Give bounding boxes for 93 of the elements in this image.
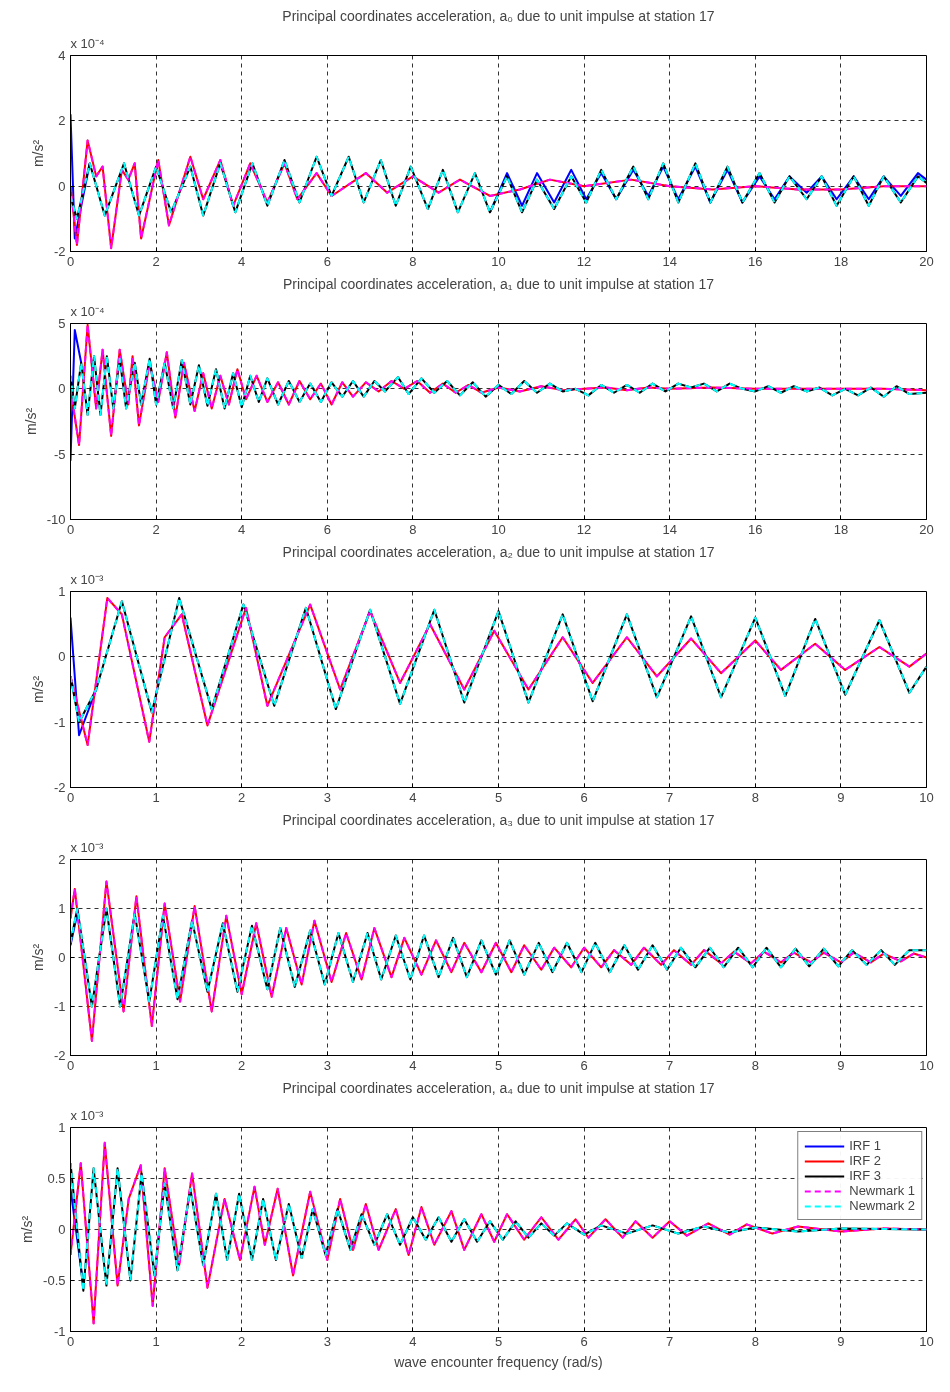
- chart-title: Principal coordinates acceleration, a₁ due to unit impulse at station 17: [282, 275, 715, 292]
- text: x 10⁻³: [70, 839, 105, 855]
- x-tick-label: 2: [238, 789, 246, 805]
- x-tick-label: 8: [409, 521, 417, 537]
- x-tick-label: 12: [576, 253, 592, 269]
- y-tick-label: -1: [53, 714, 66, 730]
- x-tick-label: 6: [580, 1333, 588, 1349]
- x-tick-label: 9: [837, 1057, 845, 1073]
- y-tick-label: 1: [58, 901, 66, 916]
- x-tick-label: 4: [409, 1057, 417, 1073]
- y-axis-title: m/s²: [29, 943, 46, 972]
- x-tick-label: 4: [238, 253, 246, 269]
- x-tick-label: 6: [580, 789, 588, 805]
- x-tick-label: 3: [323, 789, 331, 805]
- x-tick-label: 2: [152, 253, 160, 269]
- x-tick-label: 16: [748, 253, 763, 269]
- x-tick-label: 2: [152, 521, 160, 537]
- x-tick-label: 1: [152, 789, 160, 805]
- text: x 10⁻³: [70, 571, 105, 587]
- y-tick-label: -0.5: [43, 1273, 66, 1288]
- x-tick-label: 6: [323, 521, 331, 537]
- y-tick-label: 0: [58, 1222, 66, 1237]
- text: x 10⁻⁴: [70, 35, 105, 51]
- x-tick-label: 1: [152, 1333, 160, 1349]
- y-axis-title: m/s²: [29, 139, 46, 168]
- y-tick-label: 4: [58, 48, 66, 63]
- x-tick-label: 6: [580, 1057, 588, 1073]
- legend-label: Newmark 1: [849, 1183, 915, 1198]
- x-tick-label: 16: [748, 521, 763, 537]
- text: x 10⁻⁴: [70, 303, 105, 319]
- y-tick-label: 0: [58, 178, 66, 194]
- x-tick-label: 18: [833, 253, 849, 269]
- x-tick-label: 9: [837, 1333, 845, 1349]
- chart-title: Principal coordinates acceleration, a₄ due to unit impulse at station 17: [282, 1079, 715, 1096]
- x-tick-label: 5: [494, 1333, 503, 1349]
- y-tick-label: 0: [58, 950, 66, 965]
- x-tick-label: 4: [409, 1333, 417, 1349]
- x-tick-label: 8: [751, 789, 759, 805]
- y-tick-label: 0: [58, 649, 66, 665]
- x-tick-label: 7: [666, 1057, 674, 1073]
- x-tick-label: 2: [238, 1333, 246, 1349]
- x-tick-label: 7: [666, 1333, 674, 1349]
- x-tick-label: 8: [751, 1333, 759, 1349]
- y-tick-label: 5: [58, 316, 66, 331]
- chart-title: Principal coordinates acceleration, a₀ due to unit impulse at station 17: [282, 7, 715, 24]
- x-tick-label: 10: [491, 253, 506, 269]
- x-tick-label: 5: [494, 789, 503, 805]
- text: x 10⁻³: [70, 1107, 105, 1123]
- x-tick-label: 2: [238, 1057, 246, 1073]
- x-tick-label: 18: [833, 521, 849, 537]
- y-tick-label: -2: [53, 1048, 66, 1063]
- x-tick-label: 10: [919, 1057, 934, 1073]
- y-tick-label: 1: [58, 1120, 66, 1135]
- x-tick-label: 5: [494, 1057, 503, 1073]
- x-tick-label: 10: [919, 789, 934, 805]
- x-tick-label: 4: [409, 789, 417, 805]
- x-tick-label: 20: [919, 253, 934, 269]
- x-tick-label: 14: [662, 253, 677, 269]
- y-tick-label: -1: [53, 999, 66, 1014]
- y-tick-label: 2: [58, 852, 66, 867]
- x-tick-label: 9: [837, 789, 845, 805]
- legend-label: IRF 3: [849, 1168, 882, 1183]
- chart-title: Principal coordinates acceleration, a₃ due to unit impulse at station 17: [282, 811, 715, 828]
- y-tick-label: -1: [53, 1324, 66, 1339]
- x-tick-label: 3: [323, 1333, 331, 1349]
- y-tick-label: 2: [58, 113, 66, 129]
- x-axis-title: wave encounter frequency (rad/s): [393, 1353, 603, 1370]
- x-tick-label: 10: [919, 1333, 934, 1349]
- x-tick-label: 14: [662, 521, 677, 537]
- legend-label: Newmark 2: [849, 1198, 915, 1213]
- y-tick-label: 0.5: [47, 1171, 66, 1186]
- x-tick-label: 8: [751, 1057, 759, 1073]
- chart-title: Principal coordinates acceleration, a₂ due to unit impulse at station 17: [282, 543, 715, 560]
- x-tick-label: 3: [323, 1057, 331, 1073]
- y-tick-label: 1: [58, 584, 66, 599]
- y-tick-label: 0: [58, 381, 66, 397]
- x-tick-label: 10: [491, 521, 506, 537]
- y-axis-title: m/s²: [19, 1215, 36, 1244]
- x-tick-label: 20: [919, 521, 934, 537]
- x-tick-label: 1: [152, 1057, 160, 1073]
- x-tick-label: 12: [576, 521, 592, 537]
- y-tick-label: -5: [53, 446, 66, 462]
- x-tick-label: 6: [323, 253, 331, 269]
- legend-label: IRF 2: [849, 1153, 882, 1168]
- y-tick-label: -10: [46, 512, 66, 527]
- y-axis-title: m/s²: [29, 675, 46, 704]
- y-tick-label: -2: [53, 780, 66, 795]
- y-axis-title: m/s²: [22, 407, 39, 436]
- x-tick-label: 4: [238, 521, 246, 537]
- legend-label: IRF 1: [849, 1138, 882, 1153]
- y-tick-label: -2: [53, 244, 66, 259]
- x-tick-label: 8: [409, 253, 417, 269]
- x-tick-label: 7: [666, 789, 674, 805]
